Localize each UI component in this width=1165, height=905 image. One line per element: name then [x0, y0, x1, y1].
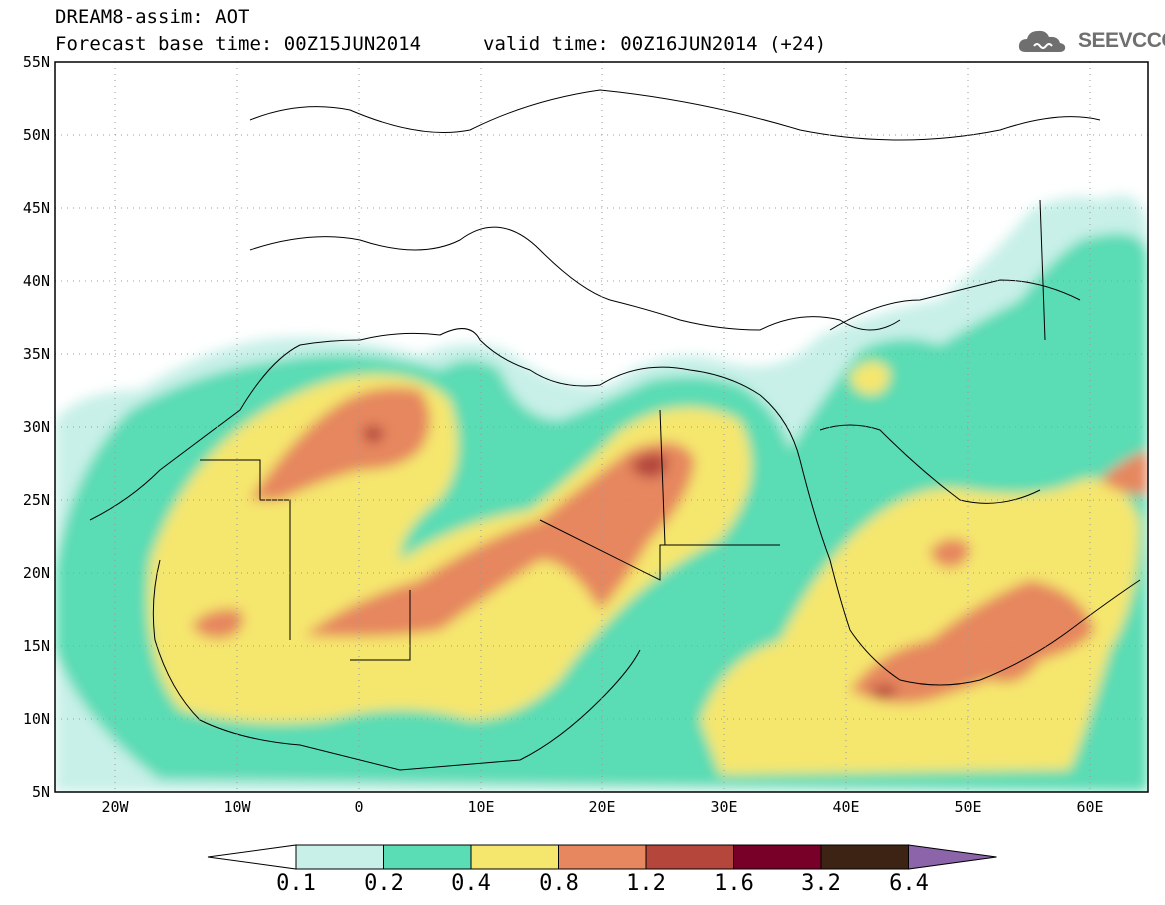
valid-time: valid time: 00Z16JUN2014 (+24)	[483, 33, 827, 55]
logo-text: SEEVCCC	[1078, 29, 1165, 52]
aot-field-orange-arabia	[850, 580, 1095, 704]
aot-field-orange-yemen	[930, 538, 970, 568]
aot-field-darkred	[630, 452, 668, 478]
legend-label: 0.1	[276, 871, 316, 896]
lat-tick: 35N	[23, 345, 50, 363]
coastlines	[89, 89, 1141, 771]
legend-label: 0.4	[451, 871, 491, 896]
forecast-base-time: Forecast base time: 00Z15JUN2014	[55, 33, 422, 55]
aot-field-orange-iran	[1100, 450, 1148, 495]
legend-label: 1.2	[626, 871, 666, 896]
lat-tick: 40N	[23, 272, 50, 290]
aot-field-orange	[250, 387, 430, 500]
legend-label: 6.4	[889, 871, 929, 896]
aot-field-orange-mali	[192, 609, 243, 639]
aot-field-darkred-2	[362, 425, 385, 444]
lon-tick: 40E	[832, 798, 859, 816]
lat-tick: 5N	[32, 783, 50, 801]
map-frame	[54, 61, 1149, 793]
lon-tick: 20E	[588, 798, 615, 816]
aot-field-yellow-iraq	[850, 361, 890, 395]
legend-label: 0.8	[539, 871, 579, 896]
lon-tick: 30E	[710, 798, 737, 816]
legend-label: 1.6	[714, 871, 754, 896]
cloud-logo-icon	[1018, 30, 1066, 52]
lon-tick: 10W	[223, 798, 251, 816]
lon-tick: 60E	[1076, 798, 1103, 816]
aot-field-orange-central	[305, 442, 695, 637]
aot-field-darkred-3	[870, 685, 898, 699]
aot-field-yellow-east	[700, 478, 1140, 775]
lat-axis: 5N 10N 15N 20N 25N 30N 35N 40N 45N 50N 5…	[23, 53, 50, 801]
lat-tick: 15N	[23, 637, 50, 655]
lat-tick: 30N	[23, 418, 50, 436]
map-grid	[55, 62, 1148, 792]
lon-axis: 20W 10W 0 10E 20E 30E 40E 50E 60E	[101, 798, 1103, 816]
lon-tick: 10E	[467, 798, 494, 816]
lat-tick: 10N	[23, 710, 50, 728]
legend-label: 3.2	[801, 871, 841, 896]
lon-tick: 0	[354, 798, 363, 816]
lat-tick: 50N	[23, 126, 50, 144]
lon-tick: 20W	[101, 798, 129, 816]
lat-tick: 20N	[23, 564, 50, 582]
lat-tick: 45N	[23, 199, 50, 217]
lat-tick: 55N	[23, 53, 50, 71]
map-title: DREAM8-assim: AOT	[55, 6, 250, 28]
lat-tick: 25N	[23, 491, 50, 509]
legend-label: 0.2	[364, 871, 404, 896]
lon-tick: 50E	[954, 798, 981, 816]
